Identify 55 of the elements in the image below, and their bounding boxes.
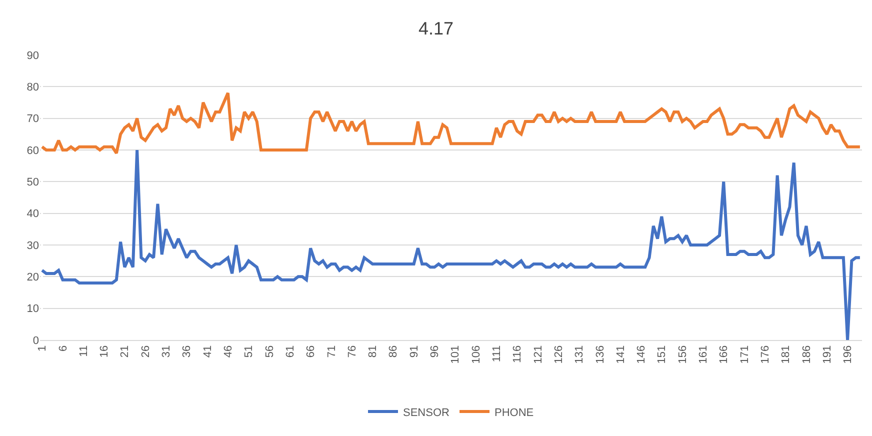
chart-title: 4.17: [418, 18, 454, 38]
x-tick-label: 136: [594, 345, 606, 364]
x-tick-label: 41: [202, 345, 214, 358]
x-tick-label: 141: [614, 345, 627, 364]
y-tick-label: 70: [26, 113, 39, 126]
x-tick-label: 171: [738, 345, 751, 364]
x-tick-label: 11: [78, 345, 90, 357]
x-tick-label: 121: [532, 345, 544, 364]
y-tick-label: 50: [26, 176, 39, 189]
y-tick-label: 60: [26, 144, 39, 157]
x-tick-label: 16: [98, 345, 111, 358]
y-tick-label: 40: [26, 208, 39, 220]
y-tick-label: 20: [26, 272, 39, 284]
legend-label: SENSOR: [403, 406, 450, 419]
x-tick-label: 111: [491, 345, 504, 362]
x-tick-label: 186: [800, 345, 813, 364]
x-tick-label: 21: [119, 345, 132, 358]
x-tick-label: 166: [718, 345, 730, 364]
legend-label: PHONE: [494, 406, 534, 419]
x-tick-label: 56: [264, 345, 276, 358]
x-tick-label: 131: [574, 345, 586, 364]
x-tick-label: 161: [698, 345, 710, 364]
x-tick-label: 36: [181, 345, 194, 358]
x-tick-label: 116: [512, 345, 524, 363]
y-tick-label: 90: [26, 50, 39, 62]
x-tick-label: 151: [656, 345, 668, 364]
x-tick-label: 61: [284, 345, 296, 358]
x-tick-label: 156: [676, 345, 689, 364]
x-tick-label: 181: [780, 345, 792, 364]
x-tick-label: 76: [346, 345, 358, 358]
line-series: [40, 92, 862, 155]
x-tick-label: 1: [36, 345, 49, 352]
x-tick-label: 26: [140, 345, 152, 358]
x-tick-label: 96: [429, 345, 442, 358]
x-tick-label: 106: [470, 345, 482, 364]
x-tick-label: 86: [388, 345, 400, 358]
y-tick-label: 30: [26, 240, 39, 252]
x-tick-label: 126: [552, 345, 565, 364]
x-tick-label: 6: [57, 345, 70, 352]
y-tick-label: 80: [26, 82, 39, 94]
line-series: [40, 148, 862, 340]
x-tick-label: 31: [160, 345, 173, 358]
y-tick-label: 10: [26, 303, 39, 316]
x-tick-label: 191: [821, 345, 834, 364]
x-tick-label: 81: [367, 345, 380, 358]
x-tick-label: 91: [408, 345, 420, 358]
x-tick-label: 71: [326, 345, 338, 358]
x-tick-label: 66: [305, 345, 318, 358]
x-tick-label: 51: [243, 345, 256, 358]
x-tick-label: 146: [636, 345, 648, 364]
x-tick-label: 196: [842, 345, 854, 364]
x-tick-label: 46: [222, 345, 235, 358]
x-tick-label: 101: [450, 345, 462, 364]
x-tick-label: 176: [760, 345, 772, 364]
y-tick-label: 0: [32, 334, 39, 347]
